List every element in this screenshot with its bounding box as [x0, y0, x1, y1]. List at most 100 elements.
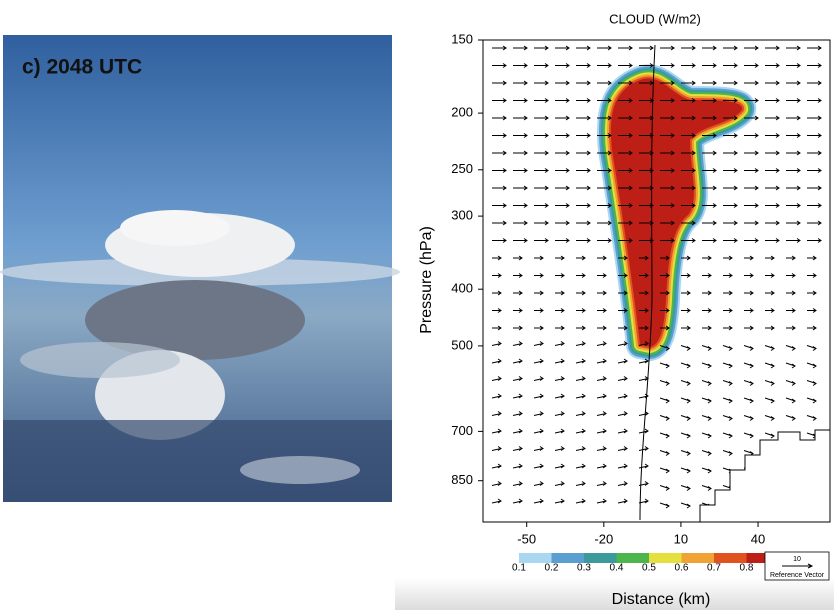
- wind-head: [586, 150, 591, 156]
- colorbar-swatch: [746, 553, 779, 563]
- wind-head: [817, 203, 822, 208]
- wind-head: [665, 486, 670, 491]
- y-tick-label: 400: [451, 281, 473, 296]
- wind-head: [733, 133, 738, 138]
- wind-vector: [596, 343, 607, 346]
- wind-head: [770, 346, 775, 351]
- colorbar-label: 0.1: [512, 563, 526, 574]
- wind-head: [749, 308, 754, 313]
- wind-head: [518, 341, 523, 346]
- wind-head: [497, 255, 502, 261]
- wind-vector: [512, 413, 523, 416]
- wind-head: [560, 290, 565, 296]
- wind-head: [539, 358, 544, 364]
- wind-vector: [491, 483, 502, 486]
- wind-head: [602, 358, 607, 364]
- wind-head: [518, 325, 523, 331]
- wind-head: [754, 185, 759, 191]
- y-tick-label: 150: [451, 31, 473, 46]
- wind-vector: [554, 395, 565, 399]
- wind-head: [497, 481, 502, 486]
- wind-head: [712, 150, 717, 156]
- wind-head: [691, 45, 696, 51]
- wind-head: [565, 185, 570, 191]
- wind-head: [586, 220, 591, 226]
- wind-head: [518, 428, 523, 434]
- wind-vector: [617, 395, 628, 399]
- wind-head: [733, 150, 738, 156]
- wind-head: [670, 63, 675, 68]
- wind-vector: [638, 378, 649, 381]
- y-tick-label: 700: [451, 423, 473, 438]
- wind-head: [665, 468, 670, 474]
- colorbar-swatch: [519, 553, 552, 563]
- wind-head: [518, 463, 523, 469]
- wind-head: [607, 185, 612, 191]
- wind-head: [623, 428, 628, 434]
- wind-head: [607, 168, 612, 173]
- wind-head: [628, 203, 633, 208]
- wind-head: [670, 133, 675, 138]
- wind-head: [602, 325, 607, 331]
- wind-head: [728, 451, 733, 456]
- wind-head: [770, 381, 775, 386]
- wind-head: [707, 308, 712, 313]
- wind-head: [707, 451, 712, 456]
- wind-head: [523, 203, 528, 208]
- wind-vector: [491, 360, 502, 364]
- wind-head: [670, 203, 675, 208]
- wind-head: [518, 308, 523, 313]
- wind-head: [770, 433, 775, 439]
- wind-head: [712, 133, 717, 138]
- wind-head: [712, 45, 717, 51]
- wind-head: [728, 398, 733, 404]
- wind-head: [728, 433, 733, 439]
- wind-vector: [575, 413, 586, 416]
- wind-head: [733, 98, 738, 103]
- wind-head: [686, 503, 691, 509]
- wind-vector: [512, 360, 523, 364]
- wind-head: [670, 80, 675, 86]
- wind-head: [812, 363, 817, 369]
- wind-head: [628, 133, 633, 138]
- wind-head: [497, 308, 502, 313]
- wind-head: [502, 150, 507, 156]
- wind-head: [712, 238, 717, 243]
- wind-head: [728, 363, 733, 369]
- wind-head: [749, 363, 754, 369]
- wind-head: [686, 433, 691, 439]
- wind-head: [523, 238, 528, 243]
- wind-head: [602, 255, 607, 261]
- wind-head: [686, 451, 691, 456]
- wind-vector: [533, 483, 544, 486]
- wind-head: [817, 115, 822, 121]
- wind-vector: [596, 465, 607, 469]
- wind-head: [691, 115, 696, 121]
- colorbar-label: 0.2: [545, 563, 559, 574]
- colorbar-label: 0.3: [577, 563, 591, 574]
- photo-label: c) 2048 UTC: [22, 56, 142, 79]
- colorbar-swatch: [714, 553, 747, 563]
- wind-head: [539, 325, 544, 331]
- wind-head: [518, 393, 523, 399]
- wind-vector: [638, 413, 649, 416]
- wind-head: [602, 463, 607, 469]
- wind-head: [502, 238, 507, 243]
- colorbar-swatch: [649, 553, 682, 563]
- wind-head: [544, 115, 549, 121]
- wind-head: [686, 273, 691, 278]
- wind-head: [602, 376, 607, 381]
- wind-head: [775, 115, 780, 121]
- wind-head: [775, 185, 780, 191]
- wind-head: [602, 308, 607, 313]
- wind-head: [607, 80, 612, 86]
- wind-head: [707, 416, 712, 421]
- wind-head: [791, 398, 796, 404]
- wind-head: [623, 481, 628, 486]
- wind-head: [670, 150, 675, 156]
- wind-head: [707, 433, 712, 439]
- wind-head: [686, 363, 691, 369]
- wind-vector: [575, 360, 586, 364]
- terrain: [699, 429, 831, 523]
- wind-head: [707, 381, 712, 386]
